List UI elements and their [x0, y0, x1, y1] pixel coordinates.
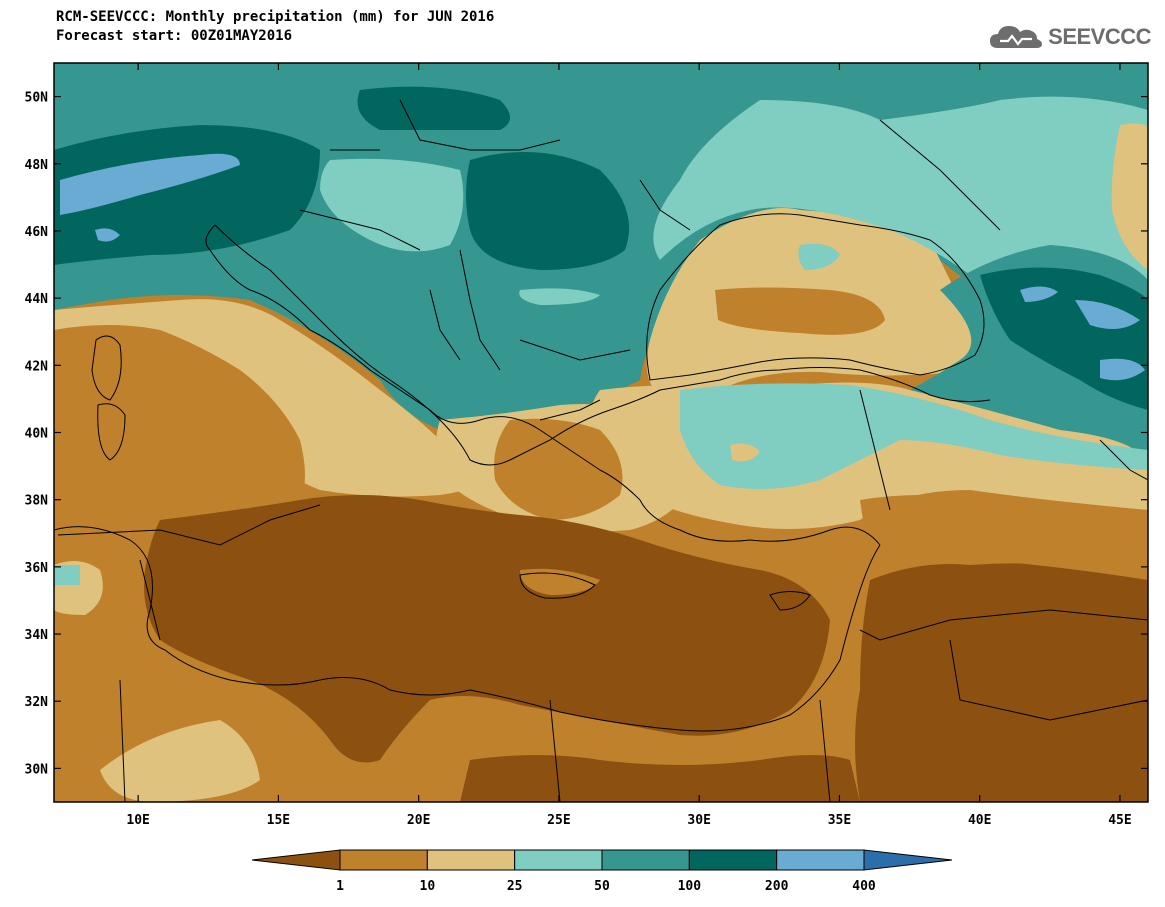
lon-tick-label: 20E	[407, 813, 430, 828]
colorbar-segment-max	[863, 849, 953, 871]
colorbar-segment	[514, 849, 603, 871]
lat-tick-label: 32N	[25, 695, 49, 710]
forecast-start: Forecast start: 00Z01MAY2016	[56, 28, 293, 44]
colorbar-label: 25	[507, 879, 523, 894]
lat-tick-label: 34N	[25, 628, 49, 643]
colorbar-segment	[776, 849, 865, 871]
latitude-ticks: 50N 48N 46N 44N 42N 40N 38N 36N 34N 32N 30N	[25, 91, 1148, 777]
logo-text: SEEVCCC	[1048, 24, 1151, 49]
title-block: RCM-SEEVCCC: Monthly precipitation (mm) …	[56, 8, 494, 46]
lat-tick-label: 42N	[25, 359, 49, 374]
lon-tick-label: 40E	[968, 813, 991, 828]
colorbar-segment	[688, 849, 778, 871]
colorbar-label: 200	[765, 879, 789, 894]
colorbar-label: 400	[852, 879, 876, 894]
lat-tick-label: 38N	[25, 494, 49, 509]
colorbar-label: 50	[594, 879, 610, 894]
precip-field	[54, 63, 1148, 802]
seevccc-logo: SEEVCCC	[988, 20, 1151, 54]
colorbar-segment	[426, 849, 516, 871]
map-title: RCM-SEEVCCC: Monthly precipitation (mm) …	[56, 9, 495, 25]
lat-tick-label: 40N	[25, 427, 49, 442]
lon-tick-label: 10E	[126, 813, 149, 828]
lat-tick-label: 30N	[25, 762, 49, 777]
colorbar-segment	[339, 849, 428, 871]
cloud-logo-icon	[990, 26, 1043, 48]
colorbar-label: 1	[336, 879, 344, 894]
lat-tick-label: 50N	[25, 91, 49, 106]
longitude-ticks: 10E 15E 20E 25E 30E 35E 40E 45E	[126, 63, 1132, 828]
lon-tick-label: 30E	[687, 813, 710, 828]
lat-tick-label: 48N	[25, 158, 49, 173]
colorbar-segment-min	[251, 849, 341, 871]
colorbar-segment	[601, 849, 690, 871]
lat-tick-label: 44N	[25, 292, 49, 307]
coastlines	[54, 99, 1148, 802]
colorbar-label: 100	[678, 879, 702, 894]
colorbar-label: 10	[420, 879, 436, 894]
lon-tick-label: 35E	[828, 813, 851, 828]
lat-tick-label: 36N	[25, 561, 49, 576]
lon-tick-label: 45E	[1108, 813, 1131, 828]
lon-tick-label: 15E	[267, 813, 290, 828]
lon-tick-label: 25E	[547, 813, 570, 828]
colorbar: 1 10 25 50 100 200 400	[251, 849, 953, 894]
lat-tick-label: 46N	[25, 225, 49, 240]
